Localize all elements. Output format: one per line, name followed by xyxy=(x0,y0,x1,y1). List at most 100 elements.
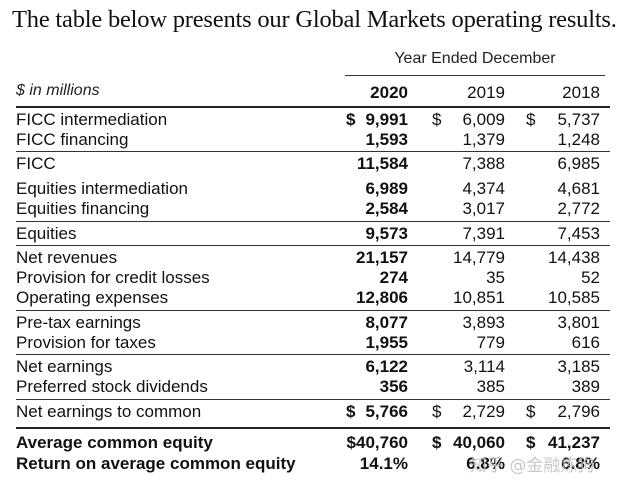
table-row-equities: Equities 9,573 7,391 7,453 xyxy=(16,224,610,244)
table-row-net-revenues: Net revenues 21,157 14,779 14,438 xyxy=(16,248,610,268)
cell-value: 21,157 xyxy=(356,248,408,267)
row-label: Pre-tax earnings xyxy=(16,313,141,332)
period-header-rule xyxy=(345,75,605,76)
cell-value: 5,766 xyxy=(365,402,408,421)
cell-value: 35 xyxy=(486,268,505,287)
cell-value: 9,573 xyxy=(365,224,408,243)
cell-value: 52 xyxy=(581,268,600,287)
cell-value: 4,374 xyxy=(462,179,505,198)
dollar-sign: $ xyxy=(526,433,536,452)
page-title: The table below presents our Global Mark… xyxy=(12,6,617,33)
row-label: Provision for taxes xyxy=(16,333,156,352)
row-divider xyxy=(16,245,610,246)
row-divider xyxy=(16,399,610,400)
cell-value: 1,379 xyxy=(462,130,505,149)
table-row-net-earnings-to-common: Net earnings to common $5,766 $2,729 $2,796 xyxy=(16,402,610,422)
table-row-preferred-stock-dividends: Preferred stock dividends 356 385 389 xyxy=(16,377,610,397)
unit-label: $ in millions xyxy=(16,82,100,99)
year-header-2020: 2020 xyxy=(370,83,408,102)
row-divider xyxy=(16,221,610,222)
cell-value: 356 xyxy=(379,377,408,396)
dollar-sign: $ xyxy=(526,402,536,421)
cell-value: 389 xyxy=(571,377,600,396)
header-rule xyxy=(16,106,610,108)
cell-value: 3,185 xyxy=(557,357,600,376)
cell-value: 2,772 xyxy=(557,199,600,218)
table-row-equities-financing: Equities financing 2,584 3,017 2,772 xyxy=(16,199,610,219)
cell-value: 41,237 xyxy=(548,433,600,452)
row-divider xyxy=(16,310,610,311)
row-label: Average common equity xyxy=(16,433,213,452)
year-header-row: 2020 2019 2018 xyxy=(16,83,610,103)
cell-value: 2,584 xyxy=(365,199,408,218)
year-header-2018: 2018 xyxy=(562,83,600,102)
table-row-average-common-equity: Average common equity $40,760 $40,060 $41,2… xyxy=(16,433,610,453)
dollar-sign: $ xyxy=(526,110,536,129)
cell-value: 9,991 xyxy=(365,110,408,129)
cell-value: 40,060 xyxy=(453,433,505,452)
cell-value: 385 xyxy=(476,377,505,396)
row-label: Operating expenses xyxy=(16,288,169,307)
row-label: Equities xyxy=(16,224,77,243)
cell-value: 8,077 xyxy=(365,313,408,332)
cell-value: 3,017 xyxy=(462,199,505,218)
row-label: Equities financing xyxy=(16,199,150,218)
row-label: FICC xyxy=(16,154,56,173)
table-row-ficc-intermediation: FICC intermediation $9,991 $6,009 $5,737 xyxy=(16,110,610,130)
cell-value: 10,585 xyxy=(548,288,600,307)
cell-value: 3,893 xyxy=(462,313,505,332)
cell-value: 779 xyxy=(476,333,505,352)
row-label: FICC financing xyxy=(16,130,129,149)
row-divider xyxy=(16,151,610,152)
row-label: Equities intermediation xyxy=(16,179,188,198)
table-row-return-on-average-common-equity: Return on average common equity 14.1% 6.8%… xyxy=(16,454,610,474)
cell-value: 2,796 xyxy=(557,402,600,421)
dollar-sign: $ xyxy=(432,402,442,421)
cell-value: 1,248 xyxy=(557,130,600,149)
cell-value: 616 xyxy=(571,333,600,352)
dollar-sign: $ xyxy=(346,110,356,129)
row-divider xyxy=(16,354,610,355)
table-row-equities-intermediation: Equities intermediation 6,989 4,374 4,681 xyxy=(16,179,610,199)
cell-value: 3,114 xyxy=(463,357,505,376)
dollar-sign: $ xyxy=(346,402,356,421)
table-row-operating-expenses: Operating expenses 12,806 10,851 10,585 xyxy=(16,288,610,308)
cell-value: 12,806 xyxy=(356,288,408,307)
table-row-pre-tax-earnings: Pre-tax earnings 8,077 3,893 3,801 xyxy=(16,313,610,333)
cell-value: 6.8% xyxy=(466,454,505,473)
cell-value: 6,122 xyxy=(365,357,408,376)
cell-value: $40,760 xyxy=(346,433,408,452)
cell-value: 1,955 xyxy=(365,333,408,352)
row-label: Return on average common equity xyxy=(16,454,296,473)
period-header: Year Ended December xyxy=(394,50,556,67)
cell-value: 6,009 xyxy=(462,110,505,129)
cell-value: 14,779 xyxy=(453,248,505,267)
row-divider xyxy=(16,427,610,429)
cell-value: 6,985 xyxy=(557,154,600,173)
table-row-provision-for-taxes: Provision for taxes 1,955 779 616 xyxy=(16,333,610,353)
cell-value: 6,989 xyxy=(365,179,408,198)
cell-value: 10,851 xyxy=(453,288,505,307)
row-label: Provision for credit losses xyxy=(16,268,210,287)
table-row-ficc: FICC 11,584 7,388 6,985 xyxy=(16,154,610,174)
year-header-2019: 2019 xyxy=(467,83,505,102)
dollar-sign: $ xyxy=(432,110,442,129)
cell-value: 1,593 xyxy=(365,130,408,149)
row-label: FICC intermediation xyxy=(16,110,168,129)
table-row-net-earnings: Net earnings 6,122 3,114 3,185 xyxy=(16,357,610,377)
cell-value: 2,729 xyxy=(462,402,505,421)
watermark: 知乎 @金融炼狗 xyxy=(470,456,595,476)
cell-value: 5,737 xyxy=(557,110,600,129)
cell-value: 6.8% xyxy=(561,454,600,473)
cell-value: 4,681 xyxy=(557,179,600,198)
cell-value: 14,438 xyxy=(548,248,600,267)
row-label: Preferred stock dividends xyxy=(16,377,208,396)
cell-value: 7,391 xyxy=(462,224,505,243)
row-label: Net earnings xyxy=(16,357,113,376)
cell-value: 274 xyxy=(379,268,408,287)
dollar-sign: $ xyxy=(432,433,442,452)
table-row-ficc-financing: FICC financing 1,593 1,379 1,248 xyxy=(16,130,610,150)
cell-value: 7,388 xyxy=(462,154,505,173)
cell-value: 11,584 xyxy=(356,154,408,173)
cell-value: 14.1% xyxy=(359,454,408,473)
